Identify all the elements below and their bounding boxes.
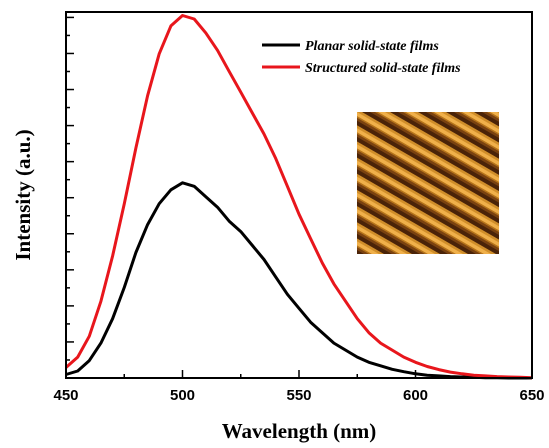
afm-inset-image bbox=[357, 112, 499, 254]
x-tick-labels: 450 500 550 600 650 bbox=[53, 387, 544, 404]
x-axis-title: Wavelength (nm) bbox=[222, 419, 377, 443]
y-axis-title: Intensity (a.u.) bbox=[11, 129, 35, 260]
legend-label-structured: Structured solid-state films bbox=[305, 61, 461, 76]
series-line-1 bbox=[65, 14, 533, 380]
x-tick-label-500: 500 bbox=[170, 387, 195, 404]
x-tick-label-600: 600 bbox=[403, 387, 428, 404]
series-lines bbox=[65, 14, 533, 380]
series-line-0 bbox=[65, 181, 532, 380]
x-tick-label-650: 650 bbox=[519, 387, 544, 404]
legend-label-planar: Planar solid-state films bbox=[305, 39, 439, 54]
legend: Planar solid-state films Structured soli… bbox=[262, 39, 461, 76]
x-tick-label-450: 450 bbox=[53, 387, 78, 404]
plot-frame bbox=[65, 11, 533, 379]
x-tick-label-550: 550 bbox=[286, 387, 311, 404]
